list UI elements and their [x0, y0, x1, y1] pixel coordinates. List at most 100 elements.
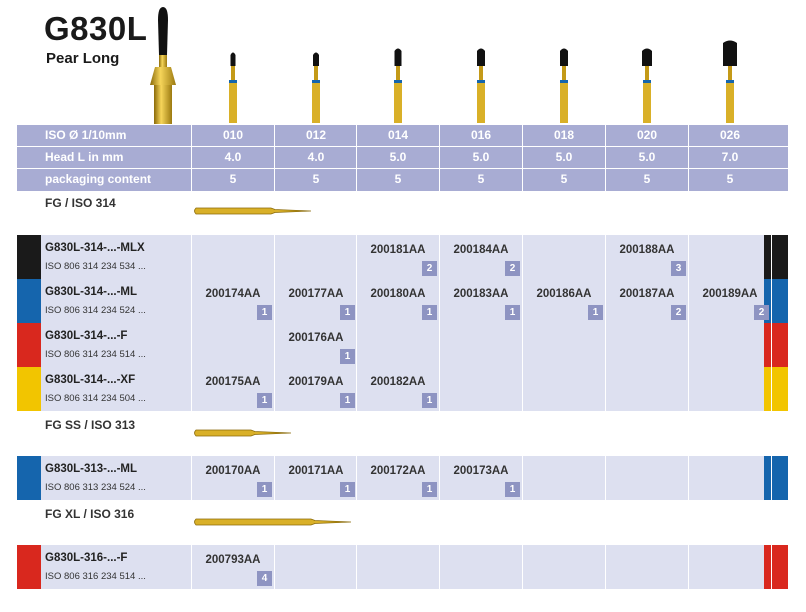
column-divider	[356, 456, 357, 500]
column-divider	[522, 147, 523, 169]
column-divider	[605, 456, 606, 500]
bur-shank	[643, 83, 651, 123]
column-divider	[439, 235, 440, 279]
grit-color-bar-right	[764, 235, 788, 279]
article-code[interactable]: 200170AA	[205, 465, 261, 477]
pack-count-badge: 1	[340, 305, 355, 320]
product-iso: ISO 806 314 234 534 ...	[45, 261, 146, 272]
column-divider	[356, 367, 357, 411]
article-code[interactable]: 200187AA	[619, 288, 675, 300]
grit-color-bar-left	[17, 545, 41, 589]
pack-count-badge: 1	[422, 482, 437, 497]
bur-shank	[394, 83, 402, 123]
article-code[interactable]: 200188AA	[619, 244, 675, 256]
bur-neck	[645, 66, 649, 80]
bur-head	[723, 40, 737, 66]
article-code[interactable]: 200177AA	[288, 288, 344, 300]
article-code[interactable]: 200189AA	[702, 288, 758, 300]
column-divider	[356, 545, 357, 589]
spec-row-label: Head L in mm	[45, 150, 124, 164]
pack-count-badge: 2	[754, 305, 769, 320]
grit-color-bar-right	[764, 367, 788, 411]
product-iso: ISO 806 313 234 524 ...	[45, 482, 146, 493]
spec-value: 5.0	[555, 150, 573, 164]
section-label: FG / ISO 314	[45, 196, 116, 210]
product-row: G830L-314-...-ML ISO 806 314 234 524 ... 2…	[17, 279, 788, 324]
pack-count-badge: 3	[671, 261, 686, 276]
pack-count-badge: 2	[671, 305, 686, 320]
article-code[interactable]: 200172AA	[370, 465, 426, 477]
column-divider	[274, 235, 275, 279]
article-code[interactable]: 200183AA	[453, 288, 509, 300]
column-divider	[191, 169, 192, 191]
column-divider	[356, 279, 357, 323]
article-code[interactable]: 200181AA	[370, 244, 426, 256]
column-divider	[274, 545, 275, 589]
bur-color-band	[560, 80, 568, 83]
bur-shank	[560, 83, 568, 123]
bur-head	[560, 48, 568, 66]
spec-value: 5	[394, 172, 402, 186]
column-divider	[274, 279, 275, 323]
pack-count-badge: 1	[422, 393, 437, 408]
article-code[interactable]: 200184AA	[453, 244, 509, 256]
bur-shank	[726, 83, 734, 123]
spec-value: 5	[477, 172, 485, 186]
spec-row: Head L in mm 4.0 4.0 5.0 5.0 5.0 5.0 7.0	[17, 146, 788, 169]
spec-value: 016	[470, 128, 492, 142]
bur-neck	[314, 66, 318, 80]
article-code[interactable]: 200180AA	[370, 288, 426, 300]
product-iso: ISO 806 314 234 504 ...	[45, 393, 146, 404]
spec-value: 012	[305, 128, 327, 142]
pack-count-badge: 1	[257, 393, 272, 408]
bur-neck	[396, 66, 400, 80]
article-code[interactable]: 200186AA	[536, 288, 592, 300]
article-code[interactable]: 200171AA	[288, 465, 344, 477]
column-divider	[771, 235, 772, 279]
product-title: G830L	[44, 10, 148, 47]
shank-type-bur-icon	[194, 207, 312, 215]
article-code[interactable]: 200176AA	[288, 332, 344, 344]
article-code[interactable]: 200179AA	[288, 376, 344, 388]
grit-color-bar-right	[764, 323, 788, 367]
column-divider	[356, 323, 357, 367]
grit-color-bar-left	[17, 235, 41, 279]
bur-color-band	[643, 80, 651, 83]
spec-value: 5.0	[389, 150, 407, 164]
product-name: G830L-316-...-F	[45, 552, 128, 564]
column-divider	[356, 147, 357, 169]
bur-shank	[229, 83, 237, 123]
bur-head	[313, 52, 319, 66]
column-divider	[688, 323, 689, 367]
column-divider	[688, 545, 689, 589]
column-divider	[191, 147, 192, 169]
spec-value: 026	[719, 128, 741, 142]
article-code[interactable]: 200174AA	[205, 288, 261, 300]
product-iso: ISO 806 314 234 514 ...	[45, 349, 146, 360]
article-code[interactable]: 200793AA	[205, 554, 261, 566]
column-divider	[191, 323, 192, 367]
bur-head	[642, 48, 652, 66]
column-divider	[439, 367, 440, 411]
column-divider	[439, 323, 440, 367]
column-divider	[688, 367, 689, 411]
bur-color-band	[394, 80, 402, 83]
shank-type-bur-icon	[194, 518, 352, 526]
pack-count-badge: 1	[588, 305, 603, 320]
bur-head	[394, 48, 402, 66]
spec-row-label: ISO Ø 1/10mm	[45, 128, 127, 142]
article-code[interactable]: 200182AA	[370, 376, 426, 388]
column-divider	[522, 125, 523, 147]
column-divider	[439, 279, 440, 323]
bur-size-illustrations	[229, 40, 737, 123]
grit-color-bar-right	[764, 545, 788, 589]
column-divider	[771, 545, 772, 589]
column-divider	[522, 323, 523, 367]
article-code[interactable]: 200173AA	[453, 465, 509, 477]
spec-value: 5	[229, 172, 237, 186]
column-divider	[688, 279, 689, 323]
pack-count-badge: 4	[257, 571, 272, 586]
bur-neck	[479, 66, 483, 80]
article-code[interactable]: 200175AA	[205, 376, 261, 388]
pack-count-badge: 1	[340, 349, 355, 364]
